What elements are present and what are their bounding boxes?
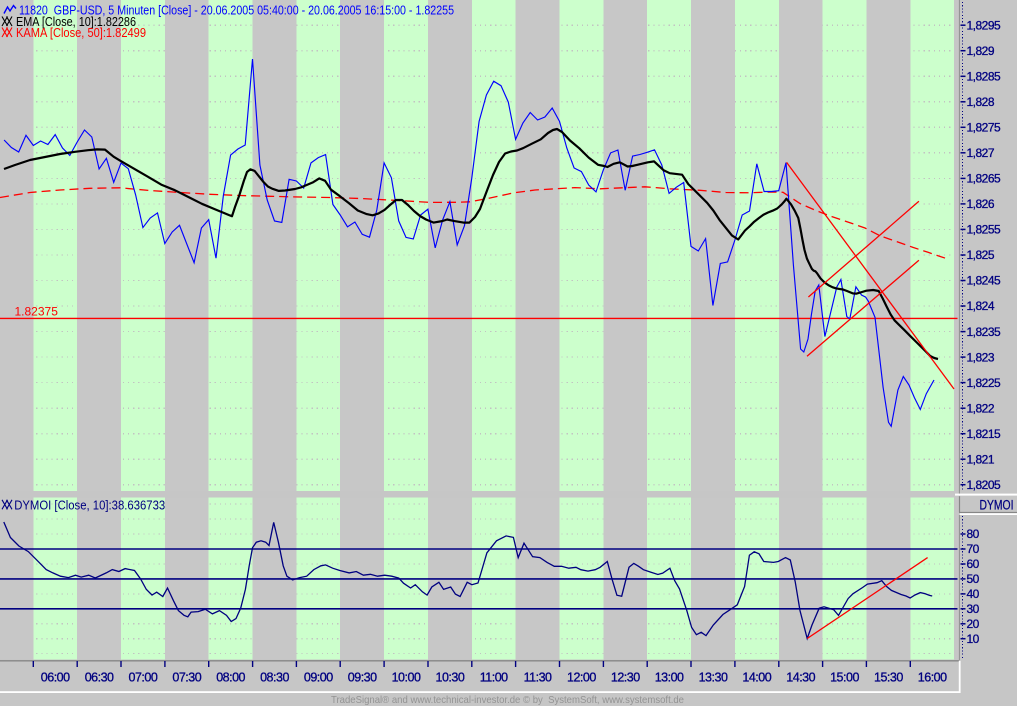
svg-text:10:00: 10:00 [392,670,421,684]
svg-text:30: 30 [967,602,980,616]
svg-text:80: 80 [967,527,980,541]
svg-text:1,8235: 1,8235 [967,325,1002,339]
svg-text:15:30: 15:30 [874,670,903,684]
svg-text:40: 40 [967,587,980,601]
svg-text:14:00: 14:00 [742,670,771,684]
svg-text:14:30: 14:30 [786,670,815,684]
svg-text:1,826: 1,826 [967,197,995,211]
svg-text:1,8255: 1,8255 [967,223,1002,237]
svg-text:1,8265: 1,8265 [967,172,1002,186]
svg-text:1,823: 1,823 [967,350,995,364]
svg-text:16:00: 16:00 [918,670,947,684]
svg-text:12:00: 12:00 [567,670,596,684]
svg-text:08:30: 08:30 [260,670,289,684]
svg-text:1,829: 1,829 [967,44,995,58]
svg-text:09:30: 09:30 [348,670,377,684]
svg-text:13:00: 13:00 [655,670,684,684]
svg-text:60: 60 [967,557,980,571]
svg-text:1,825: 1,825 [967,248,995,262]
svg-text:1.82375: 1.82375 [15,305,59,319]
svg-text:11:00: 11:00 [480,670,508,684]
svg-text:TradeSignal® and www.technical: TradeSignal® and www.technical-investor.… [331,694,684,706]
svg-text:EMA [Close, 10]:1.82286: EMA [Close, 10]:1.82286 [16,15,136,29]
svg-text:13:30: 13:30 [699,670,728,684]
svg-text:06:30: 06:30 [85,670,114,684]
svg-text:20: 20 [967,617,980,631]
svg-text:1,8205: 1,8205 [967,478,1002,492]
svg-text:15:00: 15:00 [830,670,859,684]
svg-text:1,822: 1,822 [967,401,995,415]
svg-text:08:00: 08:00 [216,670,245,684]
svg-text:DYMOI: DYMOI [980,497,1014,512]
svg-text:1,821: 1,821 [967,452,995,466]
svg-text:50: 50 [967,572,980,586]
svg-text:1,828: 1,828 [967,95,995,109]
svg-text:1,8285: 1,8285 [967,70,1002,84]
svg-text:KAMA [Close, 50]:1.82499: KAMA [Close, 50]:1.82499 [16,26,146,40]
svg-text:06:00: 06:00 [41,670,70,684]
svg-text:DYMOI [Close, 10]:38.636733: DYMOI [Close, 10]:38.636733 [14,498,165,512]
svg-text:70: 70 [967,542,980,556]
svg-text:12:30: 12:30 [611,670,640,684]
svg-text:1,8215: 1,8215 [967,427,1002,441]
svg-text:1,8225: 1,8225 [967,376,1002,390]
svg-text:07:30: 07:30 [172,670,201,684]
svg-text:11:30: 11:30 [524,670,552,684]
svg-text:1,8245: 1,8245 [967,274,1002,288]
svg-text:10: 10 [967,632,980,646]
svg-text:07:00: 07:00 [129,670,158,684]
svg-text:10:30: 10:30 [436,670,465,684]
svg-text:1,824: 1,824 [967,299,995,313]
svg-text:09:00: 09:00 [304,670,333,684]
svg-text:1,8275: 1,8275 [967,121,1002,135]
svg-text:1,8295: 1,8295 [967,18,1002,32]
svg-text:1,827: 1,827 [967,146,995,160]
svg-text:11820 GBP-USD, 5 Minuten [Clo: 11820 GBP-USD, 5 Minuten [Close] - 20.06… [19,4,454,18]
